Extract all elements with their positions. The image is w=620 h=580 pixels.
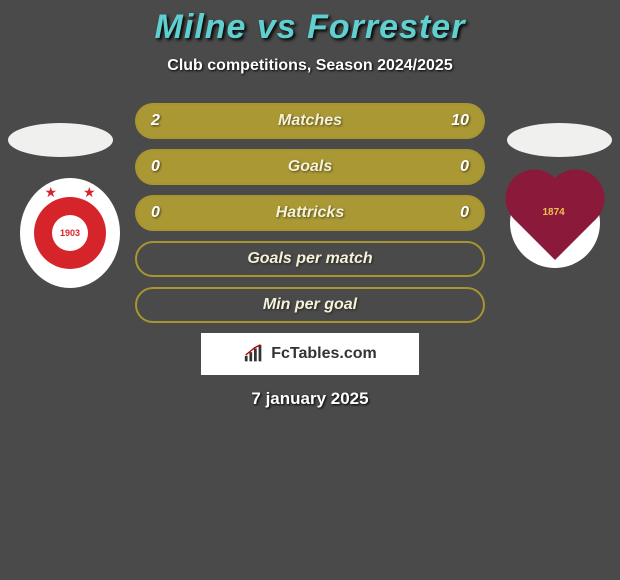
subtitle: Club competitions, Season 2024/2025 (0, 57, 620, 75)
aberdeen-crest: ★ ★ 1903 (20, 178, 120, 288)
brand-logo: FcTables.com (201, 333, 419, 375)
page-title: Milne vs Forrester (0, 8, 620, 47)
stat-row-hattricks: 0 Hattricks 0 (135, 195, 485, 231)
stat-right-value: 10 (451, 112, 469, 130)
star-icon: ★ (44, 184, 57, 201)
date-label: 7 january 2025 (0, 389, 620, 409)
stat-right-value: 0 (460, 204, 469, 222)
stat-left-value: 0 (151, 204, 160, 222)
crest-year-right: 1874 (539, 197, 569, 227)
player-slot-right (507, 123, 612, 157)
stats-container: 2 Matches 10 0 Goals 0 0 Hattricks 0 Goa… (135, 103, 485, 323)
player-slot-left (8, 123, 113, 157)
hearts-crest: 1874 (510, 178, 600, 268)
stat-row-gpm: Goals per match (135, 241, 485, 277)
bar-chart-icon (243, 344, 265, 364)
stat-label: Goals (288, 158, 332, 176)
stat-label: Goals per match (247, 250, 372, 268)
stat-right-value: 0 (460, 158, 469, 176)
stat-label: Matches (278, 112, 342, 130)
stat-row-goals: 0 Goals 0 (135, 149, 485, 185)
stat-row-matches: 2 Matches 10 (135, 103, 485, 139)
stat-label: Hattricks (276, 204, 344, 222)
brand-text: FcTables.com (271, 345, 377, 363)
crest-year-left: 1903 (52, 215, 88, 251)
star-icon: ★ (83, 184, 96, 201)
stat-left-value: 0 (151, 158, 160, 176)
stat-label: Min per goal (263, 296, 357, 314)
stat-left-value: 2 (151, 112, 160, 130)
stat-row-mpg: Min per goal (135, 287, 485, 323)
